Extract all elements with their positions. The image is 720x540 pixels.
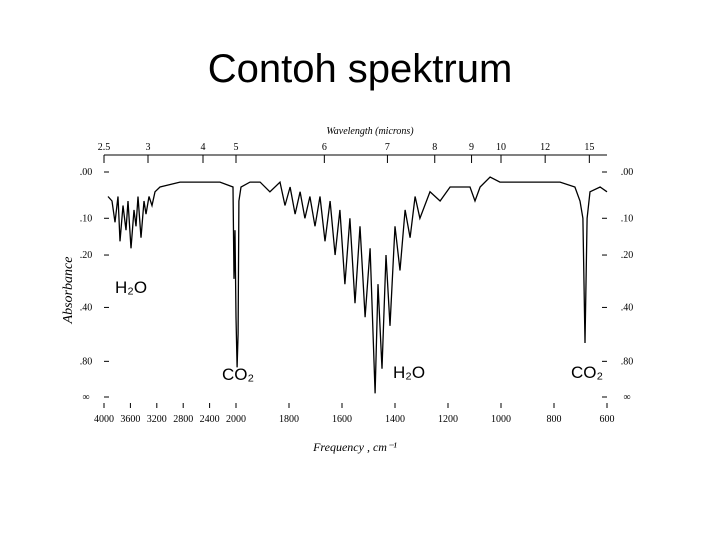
y-tick-label: .00 [80,167,93,178]
x-tick-label: 1400 [385,414,405,425]
slide-title: Contoh spektrum [208,47,513,91]
x-tick-label: 4000 [94,414,114,425]
x-tick-label: 3200 [147,414,167,425]
x-tick-label: 1000 [491,414,511,425]
x2-tick-label: 5 [234,142,239,153]
annotation: CO₂ [222,365,254,384]
x2-tick-label: 8 [432,142,437,153]
x-tick-label: 2800 [173,414,193,425]
x2-tick-label: 10 [496,142,506,153]
x2-tick-label: 9 [469,142,474,153]
y2-tick-label: .80 [621,356,634,367]
x2-axis-title: Wavelength (microns) [326,126,414,137]
x-tick-label: 600 [600,414,615,425]
spectrum-line [107,176,608,394]
x-tick-label: 1800 [279,414,299,425]
x2-tick-label: 3 [146,142,151,153]
y2-tick-label: ∞ [623,392,630,403]
x2-tick-label: 15 [584,142,594,153]
x-axis-title: Frequency , cm⁻¹ [312,440,397,454]
x-tick-label: 1200 [438,414,458,425]
x-tick-label: 1600 [332,414,352,425]
y-tick-label: .10 [80,213,93,224]
x-tick-label: 2400 [200,414,220,425]
chart: Wavelength (microns) Frequency , cm⁻¹ Ab… [61,126,633,454]
x-tick-label: 800 [547,414,562,425]
x2-tick-label: 7 [385,142,390,153]
x2-tick-label: 12 [540,142,550,153]
y2-tick-label: .00 [621,167,634,178]
y-tick-label: .40 [80,302,93,313]
y-tick-label: ∞ [82,392,89,403]
y-axis-title: Absorbance [61,257,76,325]
x-tick-label: 2000 [226,414,246,425]
x2-tick-label: 6 [322,142,327,153]
annotation: H₂O [115,278,147,297]
x2-tick-label: 4 [201,142,206,153]
x2-tick-label: 2.5 [98,142,111,153]
y-tick-label: .80 [80,356,93,367]
y2-tick-label: .20 [621,250,634,261]
annotation: CO₂ [571,363,603,382]
annotation: H₂O [393,363,425,382]
y2-tick-label: .10 [621,213,634,224]
y-tick-label: .20 [80,250,93,261]
y2-tick-label: .40 [621,302,634,313]
x-tick-label: 3600 [120,414,140,425]
